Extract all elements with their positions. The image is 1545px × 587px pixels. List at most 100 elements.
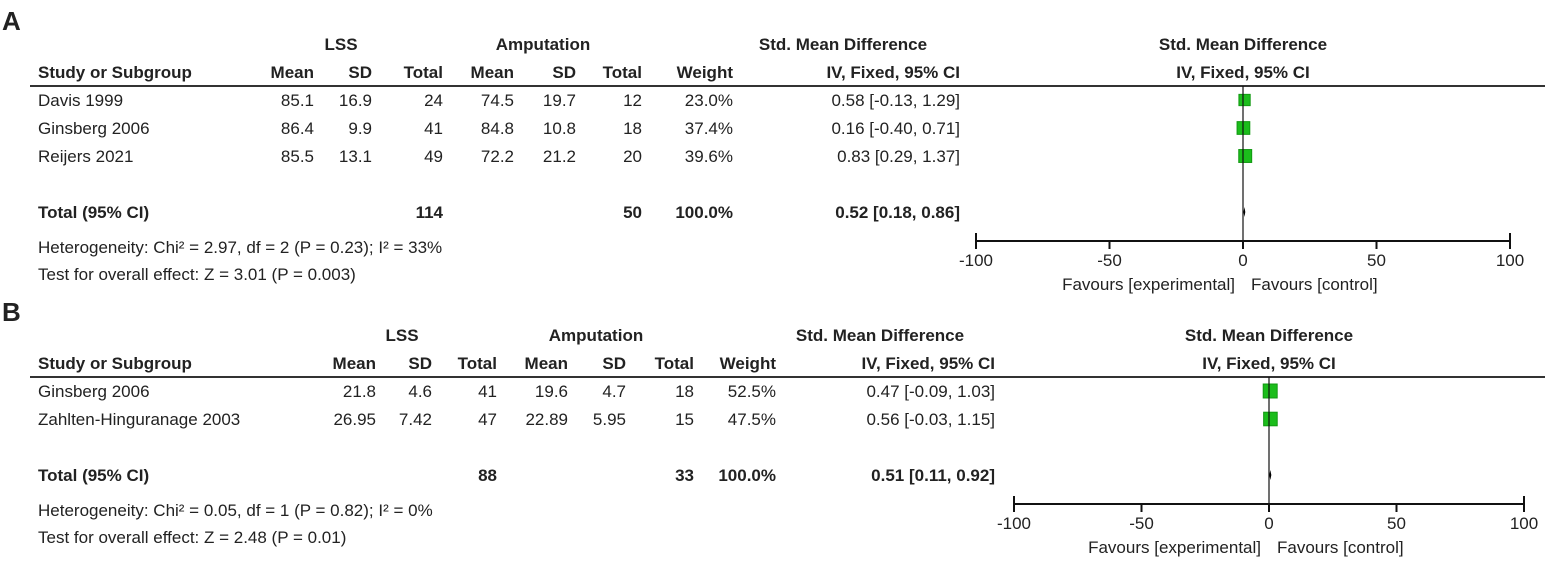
mean-experimental: 85.1: [281, 91, 314, 110]
column-header-total-experimental: Total: [458, 354, 497, 373]
total-control: 18: [675, 382, 694, 401]
mean-control: 84.8: [481, 119, 514, 138]
column-header-total-control: Total: [603, 63, 642, 82]
total-label: Total (95% CI): [38, 203, 149, 222]
study-ci: 0.58 [-0.13, 1.29]: [831, 91, 960, 110]
study-weight: 47.5%: [728, 410, 776, 429]
sd-experimental: 9.9: [348, 119, 372, 138]
mean-control: 72.2: [481, 147, 514, 166]
study-ci: 0.16 [-0.40, 0.71]: [831, 119, 960, 138]
sd-experimental: 4.6: [408, 382, 432, 401]
total-row: Total (95% CI) 88 33 100.0% 0.51 [0.11, 0.92…: [38, 466, 995, 485]
study-marker: [1262, 383, 1278, 399]
column-header-mean-experimental: Mean: [333, 354, 376, 373]
forest-panel-a: A LSS Amputation Std. Mean Difference Std. M…: [2, 6, 1545, 294]
mean-experimental: 86.4: [281, 119, 314, 138]
study-ci: 0.47 [-0.09, 1.03]: [866, 382, 995, 401]
study-weight: 23.0%: [685, 91, 733, 110]
total-weight: 100.0%: [718, 466, 776, 485]
group-header-control: Amputation: [549, 326, 643, 345]
total-experimental: 24: [424, 91, 443, 110]
mean-control: 74.5: [481, 91, 514, 110]
effect-size-header: Std. Mean Difference: [796, 326, 964, 345]
mean-experimental: 21.8: [343, 382, 376, 401]
pooled-diamond: [1243, 207, 1246, 217]
plot-method-header: IV, Fixed, 95% CI: [1176, 63, 1310, 82]
x-tick-label: -100: [997, 514, 1031, 533]
study-row: Reijers 2021 85.5 13.1 49 72.2 21.2 20 39.6% 0.8…: [38, 147, 960, 166]
heterogeneity-note: Heterogeneity: Chi² = 2.97, df = 2 (P = …: [38, 238, 442, 257]
pooled-diamond: [1269, 470, 1272, 480]
forest-panel-b: B LSS Amputation Std. Mean Difference Std. M…: [2, 297, 1545, 557]
column-header-study: Study or Subgroup: [38, 354, 192, 373]
x-tick-label: 50: [1387, 514, 1406, 533]
x-tick-label: -50: [1097, 251, 1122, 270]
column-header-sd-experimental: SD: [348, 63, 372, 82]
panel-label: A: [2, 6, 21, 36]
sd-experimental: 16.9: [339, 91, 372, 110]
column-header-sd-experimental: SD: [408, 354, 432, 373]
panel-label: B: [2, 297, 21, 327]
sd-control: 21.2: [543, 147, 576, 166]
study-ci: 0.83 [0.29, 1.37]: [837, 147, 960, 166]
group-header-experimental: LSS: [324, 35, 357, 54]
total-weight: 100.0%: [675, 203, 733, 222]
plot-header: Std. Mean Difference: [1185, 326, 1353, 345]
total-ci: 0.51 [0.11, 0.92]: [871, 466, 995, 485]
study-name: Reijers 2021: [38, 147, 133, 166]
study-row: Ginsberg 2006 86.4 9.9 41 84.8 10.8 18 37.4% 0.1…: [38, 119, 960, 138]
column-header-study: Study or Subgroup: [38, 63, 192, 82]
study-row: Davis 1999 85.1 16.9 24 74.5 19.7 12 23.0% 0.58 …: [38, 91, 960, 110]
total-control: 12: [623, 91, 642, 110]
x-tick-label: 0: [1264, 514, 1273, 533]
effect-size-header: Std. Mean Difference: [759, 35, 927, 54]
plot-header: Std. Mean Difference: [1159, 35, 1327, 54]
group-header-experimental: LSS: [385, 326, 418, 345]
total-experimental-n: 114: [416, 203, 444, 222]
column-header-ci: IV, Fixed, 95% CI: [826, 63, 960, 82]
column-header-mean-experimental: Mean: [271, 63, 314, 82]
total-experimental-n: 88: [478, 466, 497, 485]
total-experimental: 41: [478, 382, 497, 401]
column-header-total-experimental: Total: [404, 63, 443, 82]
mean-control: 19.6: [535, 382, 568, 401]
total-control-n: 33: [675, 466, 694, 485]
sd-control: 4.7: [602, 382, 626, 401]
study-weight: 39.6%: [685, 147, 733, 166]
column-header-sd-control: SD: [602, 354, 626, 373]
favours-right-label: Favours [control]: [1277, 538, 1404, 557]
column-header-ci: IV, Fixed, 95% CI: [861, 354, 995, 373]
favours-left-label: Favours [experimental]: [1062, 275, 1235, 294]
favours-left-label: Favours [experimental]: [1088, 538, 1261, 557]
total-control: 15: [675, 410, 694, 429]
total-control: 20: [623, 147, 642, 166]
sd-experimental: 7.42: [399, 410, 432, 429]
x-tick-label: 100: [1496, 251, 1524, 270]
group-header-control: Amputation: [496, 35, 590, 54]
x-tick-label: -50: [1129, 514, 1154, 533]
total-control: 18: [623, 119, 642, 138]
column-header-sd-control: SD: [552, 63, 576, 82]
overall-effect-note: Test for overall effect: Z = 2.48 (P = 0…: [38, 528, 346, 547]
total-experimental: 47: [478, 410, 497, 429]
study-marker: [1238, 93, 1251, 107]
study-row: Zahlten-Hinguranage 2003 26.95 7.42 47 22.89…: [38, 410, 995, 429]
study-weight: 37.4%: [685, 119, 733, 138]
heterogeneity-note: Heterogeneity: Chi² = 0.05, df = 1 (P = …: [38, 501, 433, 520]
column-header-mean-control: Mean: [525, 354, 568, 373]
overall-effect-note: Test for overall effect: Z = 3.01 (P = 0…: [38, 265, 356, 284]
x-tick-label: 100: [1510, 514, 1538, 533]
x-tick-label: -100: [959, 251, 993, 270]
study-name: Davis 1999: [38, 91, 123, 110]
mean-experimental: 26.95: [333, 410, 376, 429]
plot-method-header: IV, Fixed, 95% CI: [1202, 354, 1336, 373]
sd-control: 10.8: [543, 119, 576, 138]
study-row: Ginsberg 2006 21.8 4.6 41 19.6 4.7 18 52.5% 0.47…: [38, 382, 995, 401]
total-experimental: 41: [424, 119, 443, 138]
total-label: Total (95% CI): [38, 466, 149, 485]
study-marker: [1238, 149, 1253, 163]
x-tick-label: 0: [1238, 251, 1247, 270]
column-header-weight: Weight: [677, 63, 734, 82]
mean-control: 22.89: [525, 410, 568, 429]
